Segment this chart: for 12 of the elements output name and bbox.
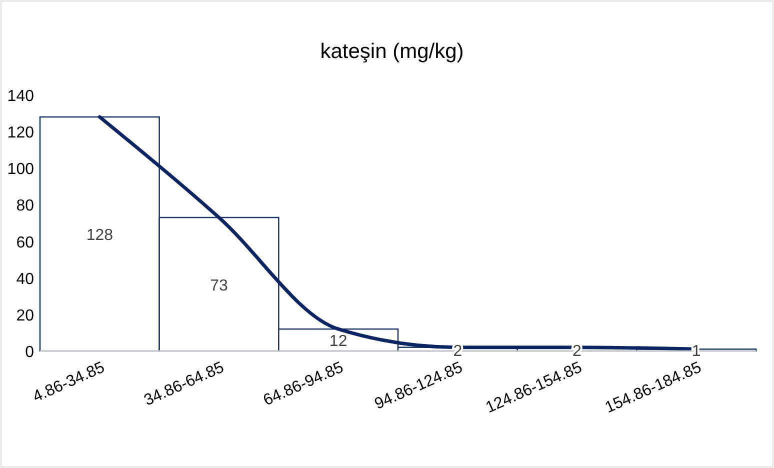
y-tick-label: 40 [16, 270, 34, 288]
y-tick-label: 120 [7, 124, 34, 142]
y-tick-label: 100 [7, 161, 34, 178]
y-tick-label: 60 [16, 234, 34, 252]
y-tick-label: 0 [25, 344, 34, 361]
y-tick-label: 80 [16, 198, 34, 215]
data-label: 73 [210, 277, 228, 294]
chart-title: kateşin (mg/kg) [320, 40, 464, 63]
y-tick-label: 20 [16, 307, 34, 324]
y-tick-label: 140 [7, 88, 34, 105]
data-label: 12 [329, 333, 348, 350]
data-label: 128 [86, 226, 114, 244]
